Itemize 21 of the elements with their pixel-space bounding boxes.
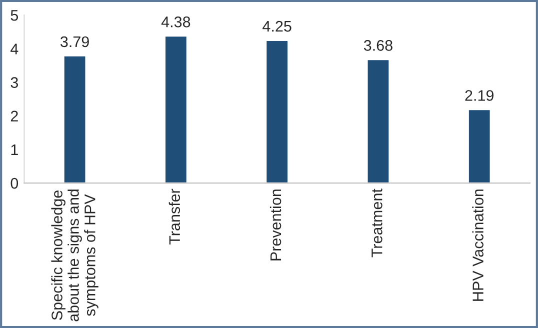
x-tick-label: Specific knowledge about the signs and symptoms of HPV (51, 190, 98, 322)
data-label: 4.38 (161, 16, 190, 28)
y-tick-label: 3 (10, 77, 18, 88)
x-tick-label: Treatment (372, 188, 382, 258)
bar (366, 58, 390, 184)
x-tick-label: Prevention (270, 190, 282, 260)
data-label: 3.79 (60, 36, 89, 48)
bar (62, 55, 87, 184)
y-tick-label: 0 (10, 178, 18, 189)
y-tick-label: 2 (10, 110, 18, 122)
data-label: 4.25 (262, 20, 292, 32)
x-tick-label: Transfer (168, 188, 180, 245)
y-tick-label: 4 (10, 44, 18, 54)
bar (468, 108, 492, 184)
data-label: 2.19 (465, 90, 494, 101)
bar (265, 40, 289, 184)
x-tick-label: HPV Vaccination (472, 190, 484, 301)
bar (164, 35, 188, 184)
y-tick-label: 1 (11, 144, 18, 155)
y-tick-label: 5 (10, 10, 18, 21)
data-label: 3.68 (364, 40, 392, 51)
